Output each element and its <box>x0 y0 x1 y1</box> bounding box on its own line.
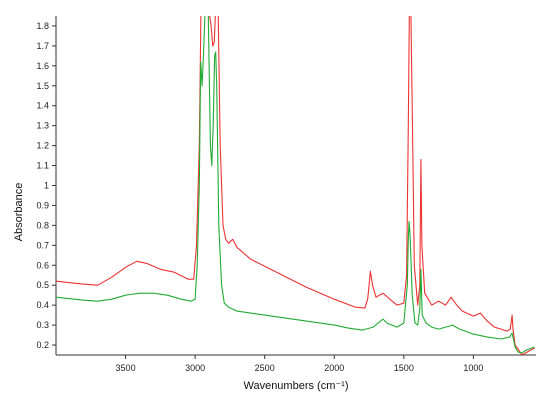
y-tick-label: 0.9 <box>36 200 49 210</box>
y-tick-label: 0.7 <box>36 240 49 250</box>
y-tick-label: 1.5 <box>36 81 49 91</box>
y-tick-label: 0.5 <box>36 280 49 290</box>
x-tick-label: 1000 <box>463 363 483 373</box>
x-axis-title: Wavenumbers (cm⁻¹) <box>243 380 348 392</box>
x-tick-label: 3000 <box>185 363 205 373</box>
y-tick-label: 0.2 <box>36 340 49 350</box>
x-tick-label: 1500 <box>394 363 414 373</box>
y-axis-ticks: 0.2 0.3 0.4 0.5 0.6 0.7 0.8 0.9 1 1.1 1.2 1.3 1.4 1.5… <box>36 21 56 350</box>
y-tick-label: 0.3 <box>36 320 49 330</box>
y-tick-label: 1.4 <box>36 101 49 111</box>
y-tick-label: 0.6 <box>36 260 49 270</box>
y-tick-label: 1.1 <box>36 161 49 171</box>
y-tick-label: 0.4 <box>36 300 49 310</box>
series-line-1 <box>56 16 535 355</box>
x-axis-ticks: 3500 3000 2500 2000 1500 1000 <box>116 355 483 373</box>
y-tick-label: 1.2 <box>36 141 49 151</box>
series-line-2 <box>56 16 535 354</box>
x-tick-label: 2000 <box>324 363 344 373</box>
x-tick-label: 3500 <box>116 363 136 373</box>
y-tick-label: 1.7 <box>36 41 49 51</box>
y-tick-label: 1.3 <box>36 121 49 131</box>
y-tick-label: 1.6 <box>36 61 49 71</box>
x-tick-label: 2500 <box>255 363 275 373</box>
series-layer <box>56 16 535 355</box>
y-tick-label: 0.8 <box>36 220 49 230</box>
y-axis-title: Absorbance <box>13 183 25 242</box>
y-tick-label: 1.8 <box>36 21 49 31</box>
y-tick-label: 1 <box>44 181 49 191</box>
